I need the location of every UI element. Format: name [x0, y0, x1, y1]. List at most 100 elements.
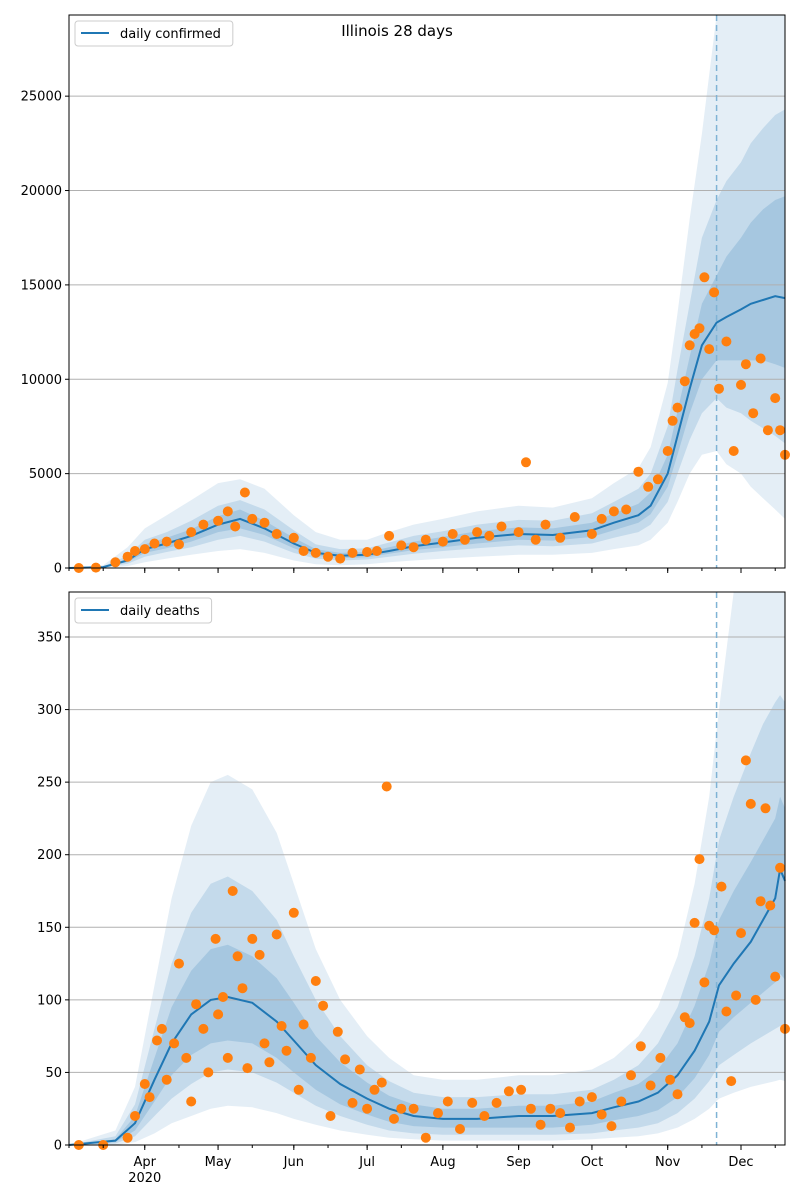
deaths-observed-point	[535, 1119, 546, 1130]
deaths-observed-point	[161, 1074, 172, 1085]
x-axis-year-label: 2020	[128, 1171, 161, 1186]
deaths-x-tick-label: Apr	[134, 1155, 157, 1170]
confirmed-observed-point	[288, 532, 299, 543]
deaths-observed-point	[174, 958, 184, 969]
confirmed-observed-point	[621, 504, 632, 515]
confirmed-panel: 0 5000 10000 15000 20000 25000 daily confirme…	[21, 14, 790, 577]
confirmed-plot-frame	[68, 14, 786, 569]
deaths-observed-point	[672, 1089, 683, 1100]
deaths-observed-point	[389, 1113, 399, 1124]
deaths-x-axis: Apr May Jun Jul Aug Sep Oct Nov Dec	[68, 1145, 776, 1170]
confirmed-y-tick-label: 15000	[21, 278, 62, 293]
deaths-y-tick-label: 350	[37, 630, 62, 645]
deaths-observed-point	[381, 781, 392, 792]
deaths-observed-point	[525, 1103, 536, 1114]
deaths-observed-point	[736, 928, 746, 939]
confirmed-observed-point	[608, 506, 619, 517]
deaths-observed-point	[247, 933, 258, 944]
confirmed-observed-point	[704, 344, 715, 355]
confirmed-x-axis	[68, 568, 776, 573]
deaths-observed-point	[516, 1084, 527, 1095]
deaths-observed-point	[259, 1038, 270, 1049]
deaths-observed-point	[574, 1096, 585, 1107]
confirmed-legend-label: daily confirmed	[120, 27, 221, 42]
deaths-observed-points	[73, 755, 790, 1150]
confirmed-observed-point	[694, 323, 705, 334]
deaths-observed-point	[545, 1103, 556, 1114]
deaths-y-tick-label: 150	[37, 921, 62, 936]
deaths-observed-point	[152, 1035, 162, 1046]
deaths-y-tick-label: 100	[37, 993, 62, 1008]
deaths-observed-point	[218, 992, 228, 1002]
deaths-observed-point	[750, 994, 761, 1005]
confirmed-observed-point	[643, 481, 654, 492]
confirmed-observed-point	[484, 530, 495, 541]
confirmed-observed-point	[699, 272, 710, 283]
confirmed-observed-point	[540, 519, 551, 530]
confirmed-legend-box	[74, 20, 234, 47]
confirmed-observed-point	[740, 359, 751, 370]
confirmed-observed-point	[679, 376, 690, 387]
deaths-x-tick-label: Aug	[430, 1155, 455, 1170]
deaths-observed-point	[264, 1057, 275, 1068]
confirmed-observed-point	[323, 551, 333, 562]
deaths-observed-point	[293, 1084, 304, 1095]
chart-title: Illinois 28 days	[341, 22, 453, 40]
deaths-observed-point	[740, 755, 751, 766]
deaths-observed-point	[442, 1096, 453, 1107]
confirmed-observed-point	[775, 425, 786, 436]
confirmed-observed-point	[198, 519, 209, 530]
confirmed-observed-point	[371, 546, 382, 556]
deaths-observed-point	[203, 1067, 214, 1078]
confirmed-observed-point	[714, 383, 724, 394]
deaths-band-outer	[69, 592, 785, 1145]
confirmed-observed-point	[555, 532, 566, 543]
deaths-observed-point	[354, 1064, 365, 1075]
confirmed-y-tick-label: 5000	[29, 467, 62, 482]
deaths-x-tick-label: Nov	[655, 1155, 681, 1170]
deaths-x-tick-label: Jun	[283, 1155, 304, 1170]
deaths-observed-point	[298, 1019, 309, 1030]
confirmed-observed-point	[672, 402, 683, 413]
deaths-observed-point	[169, 1038, 180, 1049]
confirmed-observed-point	[174, 539, 184, 550]
confirmed-observed-point	[755, 353, 766, 364]
deaths-observed-point	[467, 1097, 478, 1108]
confirmed-observed-point	[437, 536, 448, 547]
deaths-observed-point	[565, 1122, 575, 1133]
deaths-legend: daily deaths	[74, 597, 213, 624]
confirmed-observed-point	[298, 546, 309, 556]
deaths-observed-point	[616, 1096, 627, 1107]
confirmed-y-tick-label: 25000	[21, 90, 62, 105]
deaths-observed-point	[479, 1111, 490, 1121]
deaths-observed-point	[555, 1108, 566, 1119]
deaths-observed-point	[186, 1096, 197, 1107]
confirmed-observed-point	[139, 544, 150, 555]
confirmed-series-line	[68, 295, 786, 569]
deaths-panel: 0 50 100 150 200 250 300 350 Apr May Jun Jul Aug Sep…	[37, 591, 790, 1186]
confirmed-observed-point	[347, 547, 358, 558]
confirmed-observed-point	[667, 415, 678, 426]
deaths-y-tick-label: 0	[54, 1139, 62, 1154]
confirmed-observed-point	[684, 340, 695, 351]
confirmed-observed-point	[513, 527, 524, 538]
confirmed-observed-point	[472, 527, 483, 538]
deaths-observed-point	[271, 929, 282, 940]
deaths-observed-point	[181, 1052, 192, 1063]
deaths-observed-point	[139, 1079, 150, 1089]
deaths-observed-point	[586, 1092, 597, 1103]
deaths-observed-point	[626, 1070, 636, 1081]
confirmed-observed-point	[110, 557, 121, 568]
confirmed-observed-point	[633, 466, 644, 477]
deaths-observed-point	[699, 977, 710, 988]
deaths-observed-point	[305, 1052, 316, 1063]
deaths-observed-point	[433, 1108, 443, 1119]
deaths-x-tick-label: Dec	[728, 1155, 753, 1170]
confirmed-observed-point	[408, 542, 419, 553]
deaths-x-tick-label: Oct	[581, 1155, 603, 1170]
confirmed-observed-point	[762, 425, 773, 436]
deaths-observed-point	[376, 1077, 387, 1088]
deaths-observed-point	[655, 1052, 666, 1063]
confirmed-observed-point	[530, 534, 541, 545]
